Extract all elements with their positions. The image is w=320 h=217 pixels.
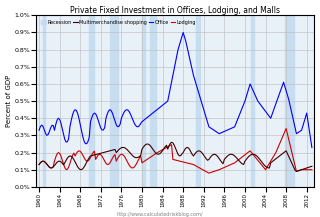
Lodging [310, 168, 314, 171]
Office [100, 129, 104, 131]
Multimerchandise shopping [294, 170, 298, 173]
Lodging [87, 158, 91, 161]
Office [87, 136, 91, 139]
Lodging [45, 163, 49, 165]
Lodging [110, 157, 114, 160]
Bar [110, 15, 117, 187]
Bar [285, 15, 294, 187]
Office [172, 68, 176, 70]
Line: Lodging: Lodging [39, 128, 312, 173]
Multimerchandise shopping [170, 141, 173, 144]
Lodging [207, 172, 211, 174]
Lodging [284, 127, 288, 130]
Office [37, 129, 41, 132]
Y-axis label: Percent of GDP: Percent of GDP [5, 75, 12, 127]
Lodging [100, 155, 104, 158]
Office [131, 119, 135, 122]
Title: Private Fixed Investment in Offices, Lodging, and Malls: Private Fixed Investment in Offices, Lod… [70, 6, 280, 15]
Lodging [172, 158, 176, 161]
Bar [150, 15, 156, 187]
Legend: Recession, Multimerchandise shopping, Office, Lodging: Recession, Multimerchandise shopping, Of… [39, 18, 198, 27]
Line: Office: Office [39, 33, 312, 147]
Multimerchandise shopping [110, 149, 114, 151]
Office [110, 112, 114, 114]
Multimerchandise shopping [100, 152, 104, 154]
Bar [89, 15, 94, 187]
Bar [252, 15, 254, 187]
Multimerchandise shopping [173, 147, 177, 150]
Bar [43, 15, 45, 187]
Bar [142, 15, 145, 187]
Multimerchandise shopping [87, 156, 91, 159]
Office [181, 31, 185, 34]
Line: Multimerchandise shopping: Multimerchandise shopping [39, 142, 312, 171]
Bar [196, 15, 200, 187]
Lodging [37, 163, 41, 166]
Lodging [131, 167, 135, 169]
Multimerchandise shopping [310, 165, 314, 168]
Office [45, 134, 49, 136]
Multimerchandise shopping [45, 163, 49, 165]
Multimerchandise shopping [37, 163, 41, 166]
Office [310, 146, 314, 149]
Multimerchandise shopping [131, 155, 135, 157]
Text: http://www.calculatedriskblog.com/: http://www.calculatedriskblog.com/ [117, 212, 203, 217]
